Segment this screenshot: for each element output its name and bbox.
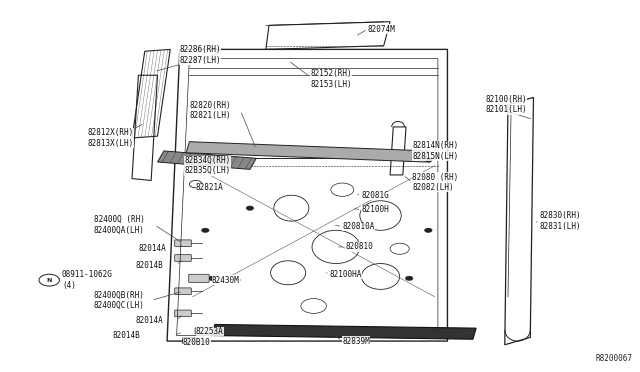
FancyBboxPatch shape <box>175 240 191 247</box>
Circle shape <box>424 158 432 162</box>
Circle shape <box>202 158 209 162</box>
Circle shape <box>246 206 253 211</box>
FancyBboxPatch shape <box>175 288 191 295</box>
FancyBboxPatch shape <box>175 255 191 261</box>
Text: 82430M: 82430M <box>212 276 239 285</box>
FancyBboxPatch shape <box>182 338 196 343</box>
Text: 82014A: 82014A <box>135 316 163 325</box>
Text: 82812X(RH)
82813X(LH): 82812X(RH) 82813X(LH) <box>88 128 134 148</box>
Text: 82B34Q(RH)
82B35Q(LH): 82B34Q(RH) 82B35Q(LH) <box>184 156 231 175</box>
Text: 82400Q (RH)
82400QA(LH): 82400Q (RH) 82400QA(LH) <box>94 215 145 234</box>
Text: 82081G: 82081G <box>362 191 389 200</box>
Text: 82152(RH)
82153(LH): 82152(RH) 82153(LH) <box>310 69 352 89</box>
Polygon shape <box>212 324 476 339</box>
Polygon shape <box>186 142 428 162</box>
Text: 82821A: 82821A <box>196 183 223 192</box>
Text: 82100(RH)
82101(LH): 82100(RH) 82101(LH) <box>486 95 527 115</box>
FancyBboxPatch shape <box>175 310 191 317</box>
FancyBboxPatch shape <box>195 328 212 334</box>
Text: 82100H: 82100H <box>362 205 389 215</box>
Text: N: N <box>47 278 52 283</box>
Text: R8200067: R8200067 <box>595 354 632 363</box>
Text: 82074M: 82074M <box>368 25 396 33</box>
Circle shape <box>202 228 209 232</box>
Text: 82253A: 82253A <box>196 327 223 336</box>
Text: 82014B: 82014B <box>113 331 141 340</box>
Text: 82830(RH)
82831(LH): 82830(RH) 82831(LH) <box>540 211 582 231</box>
Text: 08911-1062G
(4): 08911-1062G (4) <box>62 270 113 290</box>
Text: 820810A: 820810A <box>342 222 374 231</box>
Circle shape <box>348 154 356 159</box>
Text: 82400QB(RH)
82400QC(LH): 82400QB(RH) 82400QC(LH) <box>94 291 145 310</box>
Circle shape <box>405 276 413 280</box>
Text: 82839M: 82839M <box>342 337 370 346</box>
FancyBboxPatch shape <box>189 274 209 282</box>
Text: 82080 (RH)
82082(LH): 82080 (RH) 82082(LH) <box>412 173 459 192</box>
Text: 820B10: 820B10 <box>183 339 211 347</box>
Text: 82820(RH)
82821(LH): 82820(RH) 82821(LH) <box>189 100 231 120</box>
Text: 82286(RH)
82287(LH): 82286(RH) 82287(LH) <box>180 45 221 65</box>
Polygon shape <box>157 151 256 169</box>
Text: 82014B: 82014B <box>135 261 163 270</box>
Circle shape <box>424 228 432 232</box>
Text: 820810: 820810 <box>346 243 373 251</box>
Text: 82014A: 82014A <box>138 244 166 253</box>
Text: 82814N(RH)
82815N(LH): 82814N(RH) 82815N(LH) <box>412 141 459 161</box>
Text: 82100HA: 82100HA <box>330 270 362 279</box>
Circle shape <box>208 276 216 280</box>
